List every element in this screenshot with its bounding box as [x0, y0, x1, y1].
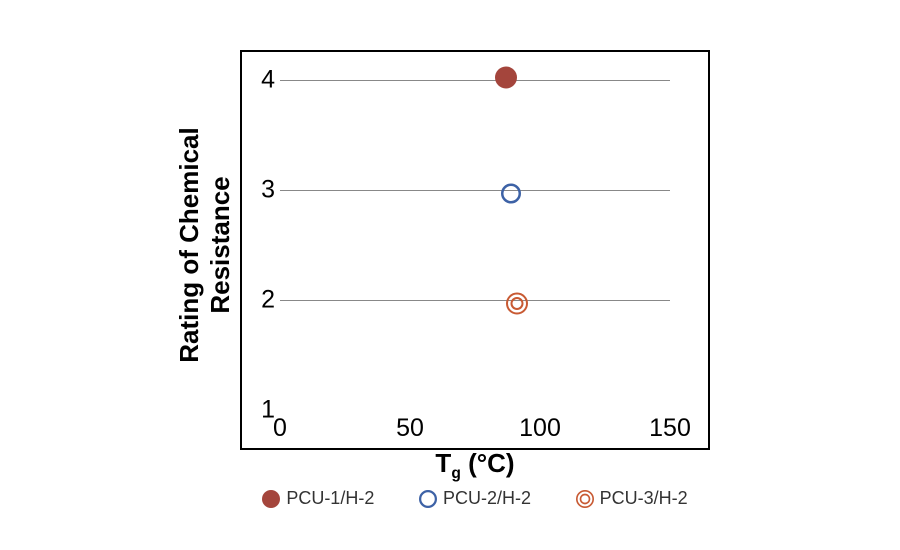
plot-area — [280, 80, 670, 410]
legend-swatch — [576, 490, 594, 508]
chart-container: 1 2 3 4 0 50 100 150 Rating of Chemical Resist… — [160, 40, 740, 510]
gridline — [280, 300, 670, 301]
y-tick-label: 2 — [245, 286, 275, 315]
x-axis-title: Tg (°C) — [280, 448, 670, 483]
x-tick-label: 0 — [273, 414, 287, 443]
legend-item: PCU-1/H-2 — [262, 488, 374, 509]
x-tick-label: 100 — [519, 414, 561, 443]
x-tick-label: 50 — [396, 414, 424, 443]
legend-swatch — [419, 490, 437, 508]
data-point — [506, 292, 528, 319]
y-axis-title: Rating of Chemical Resistance — [174, 80, 236, 410]
legend-label: PCU-2/H-2 — [443, 488, 531, 509]
x-tick-labels: 050100150 — [280, 414, 670, 444]
legend-swatch — [262, 490, 280, 508]
x-tick-label: 150 — [649, 414, 691, 443]
y-tick-labels: 1234 — [240, 80, 275, 410]
y-tick-label: 4 — [245, 66, 275, 95]
gridline — [280, 190, 670, 191]
y-tick-label: 1 — [245, 396, 275, 425]
y-tick-label: 3 — [245, 176, 275, 205]
legend-item: PCU-3/H-2 — [576, 488, 688, 509]
data-point — [501, 183, 521, 208]
gridline — [280, 80, 670, 81]
legend-label: PCU-3/H-2 — [600, 488, 688, 509]
legend: PCU-1/H-2 PCU-2/H-2 PCU-3/H-2 — [240, 488, 710, 509]
legend-label: PCU-1/H-2 — [286, 488, 374, 509]
legend-item: PCU-2/H-2 — [419, 488, 531, 509]
